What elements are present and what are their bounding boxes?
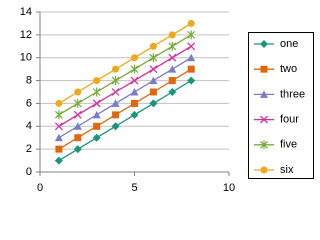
marker	[260, 115, 268, 124]
x-tick-label: 5	[131, 182, 137, 194]
legend-label: one	[280, 38, 298, 50]
marker	[92, 133, 101, 142]
marker	[74, 134, 82, 142]
marker	[111, 88, 120, 96]
marker	[92, 99, 101, 108]
legend-label: four	[280, 114, 299, 126]
marker	[130, 64, 139, 74]
marker	[92, 110, 101, 119]
y-tick-label: 4	[26, 120, 32, 132]
marker	[187, 65, 195, 73]
y-tick-label: 10	[20, 52, 32, 64]
marker	[111, 122, 120, 131]
marker	[74, 88, 82, 96]
marker	[260, 166, 268, 174]
marker	[54, 156, 63, 165]
marker	[260, 90, 268, 98]
marker	[149, 88, 157, 96]
y-tick-label: 0	[26, 166, 32, 178]
marker	[260, 40, 268, 48]
marker	[73, 110, 82, 119]
chart: 0 2 4 6 8 10 12 14 0 5 10 one two three four five six	[19, 5, 314, 194]
marker	[168, 65, 177, 73]
marker	[131, 54, 138, 62]
marker	[168, 88, 177, 96]
legend-label: six	[280, 164, 294, 176]
marker	[168, 53, 177, 62]
marker	[187, 53, 196, 62]
marker	[73, 122, 82, 130]
y-tick-label: 12	[20, 29, 32, 41]
marker	[187, 42, 196, 51]
marker	[187, 30, 196, 40]
marker	[55, 145, 63, 153]
marker	[260, 65, 268, 73]
legend-label: five	[280, 139, 297, 151]
marker	[260, 140, 268, 150]
y-tick-label: 14	[20, 6, 32, 18]
marker	[111, 99, 120, 107]
marker	[92, 87, 101, 97]
x-tick-label: 10	[223, 182, 235, 194]
legend-label: two	[280, 63, 297, 75]
legend-box	[248, 32, 314, 179]
marker	[73, 98, 82, 108]
marker	[73, 145, 82, 154]
marker	[54, 122, 63, 131]
x-tick-label: 0	[37, 182, 43, 194]
marker	[130, 110, 139, 119]
series-line	[58, 22, 192, 104]
series-line	[58, 57, 192, 139]
marker	[149, 65, 158, 74]
marker	[149, 99, 158, 108]
series-line	[58, 34, 192, 116]
marker	[131, 99, 138, 107]
marker	[168, 77, 176, 85]
legend-label: three	[280, 88, 305, 100]
marker	[130, 76, 139, 85]
marker	[93, 122, 101, 130]
marker	[187, 76, 196, 85]
marker	[54, 110, 63, 120]
marker	[54, 133, 63, 142]
marker	[168, 31, 176, 39]
marker	[149, 42, 157, 50]
marker	[187, 19, 195, 27]
marker	[149, 53, 158, 63]
series-line	[58, 45, 192, 127]
marker	[112, 65, 120, 73]
y-tick-label: 8	[26, 74, 32, 86]
series-line	[58, 80, 192, 162]
marker	[168, 41, 177, 51]
marker	[93, 77, 101, 85]
marker	[130, 88, 139, 96]
y-tick-label: 2	[26, 143, 32, 155]
marker	[111, 76, 120, 86]
marker	[149, 76, 158, 85]
marker	[112, 111, 120, 119]
marker	[55, 99, 63, 107]
y-tick-label: 6	[26, 97, 32, 109]
